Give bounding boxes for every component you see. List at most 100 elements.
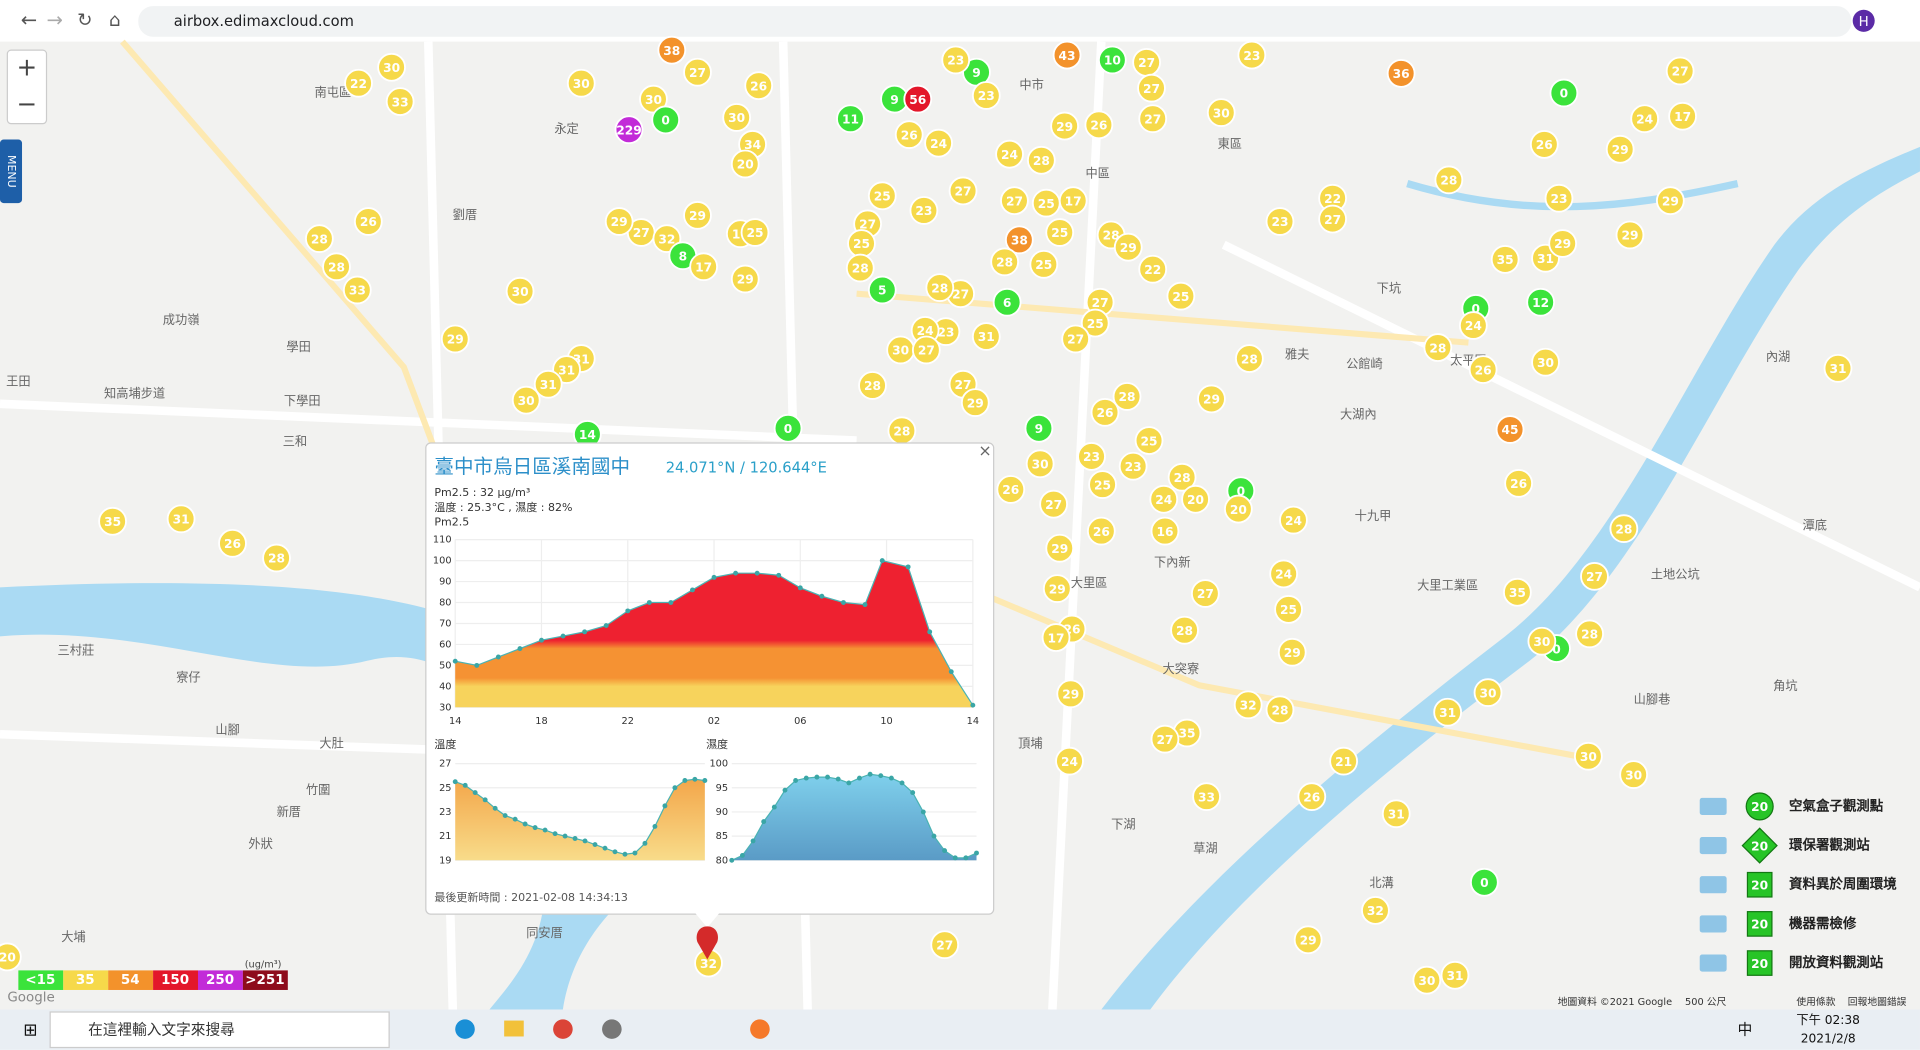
- sensor-marker[interactable]: [505, 276, 535, 306]
- sensor-marker[interactable]: [1197, 384, 1226, 414]
- sensor-marker[interactable]: [924, 128, 953, 158]
- sensor-marker[interactable]: [1549, 78, 1579, 108]
- sensor-marker[interactable]: [1118, 451, 1148, 481]
- menu-tab[interactable]: [0, 139, 23, 204]
- sensor-marker[interactable]: [1265, 207, 1295, 236]
- app-icon[interactable]: [750, 1019, 770, 1039]
- report[interactable]: 回報地圖錯誤: [1848, 995, 1907, 1008]
- sensor-marker[interactable]: [353, 207, 383, 236]
- sensor-marker[interactable]: [1056, 679, 1086, 709]
- sensor-marker[interactable]: [1529, 130, 1559, 159]
- sensor-marker[interactable]: [1609, 514, 1639, 544]
- home-button[interactable]: ⌂: [109, 10, 121, 31]
- sensor-marker[interactable]: [1097, 45, 1127, 75]
- sensor-marker[interactable]: [657, 35, 687, 65]
- sensor-marker[interactable]: [996, 475, 1026, 504]
- sensor-marker[interactable]: [1031, 188, 1061, 218]
- sensor-marker[interactable]: [1052, 40, 1082, 70]
- sensor-marker[interactable]: [1619, 760, 1649, 789]
- sensor-marker[interactable]: [683, 200, 712, 230]
- sensor-marker[interactable]: [1024, 413, 1054, 443]
- sensor-marker[interactable]: [1050, 111, 1079, 141]
- sensor-marker[interactable]: [1548, 229, 1578, 258]
- sensor-marker[interactable]: [1265, 695, 1295, 725]
- sensor-marker[interactable]: [909, 196, 939, 225]
- sensor-marker[interactable]: [1000, 186, 1029, 216]
- sensor-marker[interactable]: [1206, 98, 1236, 127]
- sensor-marker[interactable]: [614, 115, 644, 145]
- sensor-marker[interactable]: [1605, 134, 1635, 164]
- sensor-marker[interactable]: [344, 68, 373, 98]
- search-box[interactable]: [49, 1011, 390, 1049]
- sensor-marker[interactable]: [1045, 218, 1075, 247]
- sensor-marker[interactable]: [1573, 741, 1603, 771]
- address-bar[interactable]: [138, 6, 1852, 37]
- sensor-marker[interactable]: [1293, 925, 1323, 955]
- sensor-marker[interactable]: [1458, 311, 1488, 340]
- sensor-marker[interactable]: [1235, 344, 1264, 373]
- sensor-marker[interactable]: [1575, 619, 1604, 649]
- sensor-marker[interactable]: [1084, 110, 1114, 140]
- sensor-marker[interactable]: [1274, 595, 1303, 624]
- sensor-marker[interactable]: [995, 139, 1024, 169]
- sensor-marker[interactable]: [533, 369, 563, 399]
- profile-avatar[interactable]: [1852, 9, 1875, 32]
- sensor-marker[interactable]: [1237, 40, 1267, 70]
- sensor-marker[interactable]: [740, 218, 770, 247]
- sensor-marker[interactable]: [1544, 183, 1574, 213]
- sensor-marker[interactable]: [867, 275, 897, 305]
- sensor-marker[interactable]: [1386, 59, 1416, 88]
- sensor-marker[interactable]: [385, 87, 415, 116]
- sensor-marker[interactable]: [990, 247, 1020, 277]
- sensor-marker[interactable]: [1655, 186, 1685, 216]
- sensor-marker[interactable]: [1149, 484, 1179, 514]
- sensor-marker[interactable]: [1297, 782, 1327, 812]
- sensor-marker[interactable]: [773, 413, 803, 443]
- sensor-marker[interactable]: [1192, 782, 1221, 812]
- sensor-marker[interactable]: [683, 57, 712, 87]
- sensor-marker[interactable]: [1233, 690, 1263, 720]
- sensor-marker[interactable]: [1077, 442, 1106, 471]
- sensor-marker[interactable]: [1630, 104, 1660, 134]
- sensor-marker[interactable]: [1440, 960, 1470, 990]
- sensor-marker[interactable]: [1150, 724, 1180, 754]
- sensor-marker[interactable]: [894, 120, 924, 149]
- sensor-marker[interactable]: [1434, 165, 1464, 195]
- sensor-marker[interactable]: [1668, 101, 1697, 131]
- sensor-marker[interactable]: [689, 252, 719, 282]
- forward-button[interactable]: →: [47, 8, 63, 31]
- sensor-marker[interactable]: [858, 371, 887, 400]
- sensor-marker[interactable]: [1134, 426, 1164, 455]
- sensor-marker[interactable]: [971, 81, 1001, 110]
- sensor-marker[interactable]: [1490, 245, 1520, 274]
- sensor-marker[interactable]: [440, 324, 470, 354]
- sensor-marker[interactable]: [1041, 623, 1071, 652]
- sensor-marker[interactable]: [1329, 746, 1359, 776]
- sensor-marker[interactable]: [1181, 484, 1210, 514]
- sensor-marker[interactable]: [342, 275, 372, 305]
- sensor-marker[interactable]: [992, 287, 1022, 317]
- sensor-marker[interactable]: [1061, 324, 1091, 354]
- sensor-marker[interactable]: [744, 71, 774, 101]
- sensor-marker[interactable]: [1045, 533, 1075, 563]
- sensor-marker[interactable]: [1138, 104, 1168, 134]
- sensor-marker[interactable]: [930, 930, 960, 960]
- start-button[interactable]: ⊞: [23, 1020, 37, 1040]
- sensor-marker[interactable]: [305, 224, 334, 253]
- sensor-marker[interactable]: [948, 176, 978, 206]
- sensor-marker[interactable]: [722, 103, 752, 132]
- sensor-marker[interactable]: [1039, 489, 1068, 519]
- sensor-marker[interactable]: [218, 528, 247, 558]
- sensor-marker[interactable]: [566, 68, 596, 98]
- sensor-marker[interactable]: [1412, 965, 1442, 995]
- sensor-marker[interactable]: [262, 543, 291, 573]
- terms[interactable]: 使用條款: [1796, 995, 1835, 1008]
- edge-icon[interactable]: [455, 1019, 475, 1039]
- sensor-marker[interactable]: [1170, 615, 1199, 645]
- ime[interactable]: 中: [1738, 1021, 1753, 1038]
- sensor-marker[interactable]: [1473, 678, 1503, 707]
- sensor-marker[interactable]: [1026, 145, 1056, 175]
- sensor-marker[interactable]: [1042, 574, 1072, 603]
- sensor-marker[interactable]: [1433, 697, 1463, 727]
- sensor-marker[interactable]: [1004, 225, 1034, 255]
